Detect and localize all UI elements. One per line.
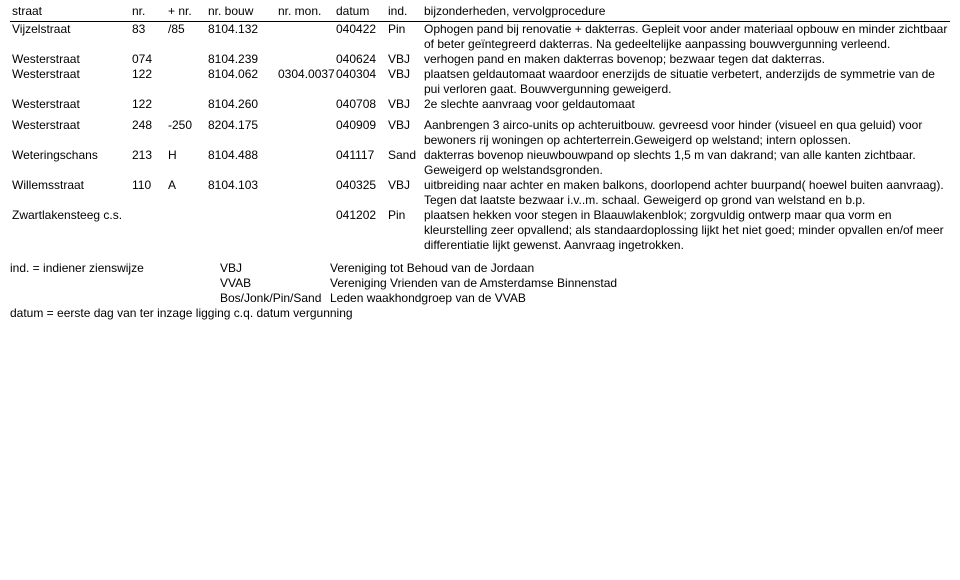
cell-bouw: 8104.103 (206, 178, 276, 208)
cell-straat: Westerstraat (10, 52, 130, 67)
cell-straat: Zwartlakensteeg c.s. (10, 208, 130, 253)
cell-datum: 040422 (334, 22, 386, 53)
cell-ind: Pin (386, 22, 422, 53)
cell-ind: VBJ (386, 178, 422, 208)
cell-ind: VBJ (386, 67, 422, 97)
cell-bouw: 8204.175 (206, 118, 276, 148)
footer-line-3: Bos/Jonk/Pin/Sand Leden waakhondgroep va… (10, 291, 950, 306)
cell-nr: 110 (130, 178, 166, 208)
cell-nr: 213 (130, 148, 166, 178)
cell-straat: Westerstraat (10, 118, 130, 148)
cell-bij: uitbreiding naar achter en maken balkons… (422, 178, 950, 208)
document-page: straat nr. + nr. nr. bouw nr. mon. datum… (0, 0, 960, 325)
cell-mon (276, 148, 334, 178)
footer-ind-def: ind. = indiener zienswijze (10, 261, 220, 276)
cell-pnr (166, 67, 206, 97)
cell-bouw: 8104.239 (206, 52, 276, 67)
cell-mon (276, 97, 334, 112)
cell-nr: 122 (130, 67, 166, 97)
hdr-nr: nr. (130, 4, 166, 22)
cell-datum: 041117 (334, 148, 386, 178)
footer-block: ind. = indiener zienswijze VBJ Verenigin… (10, 261, 950, 321)
cell-pnr (166, 208, 206, 253)
cell-bouw (206, 208, 276, 253)
table-row: Westerstraat 122 8104.260 040708 VBJ 2e … (10, 97, 950, 112)
hdr-datum: datum (334, 4, 386, 22)
cell-datum: 040909 (334, 118, 386, 148)
footer-datum-def: datum = eerste dag van ter inzage liggin… (10, 306, 950, 321)
cell-straat: Weteringschans (10, 148, 130, 178)
cell-pnr: A (166, 178, 206, 208)
cell-ind: VBJ (386, 97, 422, 112)
table-row: Zwartlakensteeg c.s. 041202 Pin plaatsen… (10, 208, 950, 253)
footer-abbr-names-exp: Leden waakhondgroep van de VVAB (330, 291, 526, 306)
cell-bouw: 8104.488 (206, 148, 276, 178)
cell-mon (276, 178, 334, 208)
cell-bouw: 8104.062 (206, 67, 276, 97)
cell-ind: VBJ (386, 118, 422, 148)
cell-mon (276, 52, 334, 67)
table-row: Vijzelstraat 83 /85 8104.132 040422 Pin … (10, 22, 950, 53)
footer-empty (10, 276, 220, 291)
cell-bij: dakterras bovenop nieuwbouwpand op slech… (422, 148, 950, 178)
cell-mon (276, 118, 334, 148)
cell-pnr: /85 (166, 22, 206, 53)
permit-table: straat nr. + nr. nr. bouw nr. mon. datum… (10, 4, 950, 253)
cell-bij: 2e slechte aanvraag voor geldautomaat (422, 97, 950, 112)
table-row: Weteringschans 213 H 8104.488 041117 San… (10, 148, 950, 178)
cell-nr: 83 (130, 22, 166, 53)
cell-bij: plaatsen hekken voor stegen in Blaauwlak… (422, 208, 950, 253)
cell-pnr: H (166, 148, 206, 178)
cell-datum: 040624 (334, 52, 386, 67)
cell-nr: 074 (130, 52, 166, 67)
cell-pnr: -250 (166, 118, 206, 148)
cell-nr: 248 (130, 118, 166, 148)
hdr-mon: nr. mon. (276, 4, 334, 22)
footer-line-1: ind. = indiener zienswijze VBJ Verenigin… (10, 261, 950, 276)
cell-bij: plaatsen geldautomaat waardoor enerzijds… (422, 67, 950, 97)
hdr-bouw: nr. bouw (206, 4, 276, 22)
cell-mon: 0304.0037 (276, 67, 334, 97)
cell-pnr (166, 97, 206, 112)
cell-bij: Ophogen pand bij renovatie + dakterras. … (422, 22, 950, 53)
cell-ind: Pin (386, 208, 422, 253)
cell-mon (276, 208, 334, 253)
table-header-row: straat nr. + nr. nr. bouw nr. mon. datum… (10, 4, 950, 22)
cell-nr: 122 (130, 97, 166, 112)
footer-abbr-vbj-exp: Vereniging tot Behoud van de Jordaan (330, 261, 534, 276)
cell-bouw: 8104.132 (206, 22, 276, 53)
table-row: Westerstraat 248 -250 8204.175 040909 VB… (10, 118, 950, 148)
hdr-ind: ind. (386, 4, 422, 22)
footer-abbr-vbj: VBJ (220, 261, 330, 276)
cell-pnr (166, 52, 206, 67)
cell-bouw: 8104.260 (206, 97, 276, 112)
cell-datum: 041202 (334, 208, 386, 253)
table-row: Willemsstraat 110 A 8104.103 040325 VBJ … (10, 178, 950, 208)
cell-datum: 040304 (334, 67, 386, 97)
cell-ind: VBJ (386, 52, 422, 67)
footer-abbr-vvab: VVAB (220, 276, 330, 291)
hdr-pnr: + nr. (166, 4, 206, 22)
cell-nr (130, 208, 166, 253)
cell-datum: 040708 (334, 97, 386, 112)
hdr-straat: straat (10, 4, 130, 22)
footer-abbr-vvab-exp: Vereniging Vrienden van de Amsterdamse B… (330, 276, 617, 291)
footer-abbr-names: Bos/Jonk/Pin/Sand (220, 291, 330, 306)
hdr-bij: bijzonderheden, vervolgprocedure (422, 4, 950, 22)
table-row: Westerstraat 122 8104.062 0304.0037 0403… (10, 67, 950, 97)
cell-straat: Vijzelstraat (10, 22, 130, 53)
cell-straat: Willemsstraat (10, 178, 130, 208)
cell-mon (276, 22, 334, 53)
cell-ind: Sand (386, 148, 422, 178)
cell-straat: Westerstraat (10, 67, 130, 97)
footer-empty (10, 291, 220, 306)
table-row: Westerstraat 074 8104.239 040624 VBJ ver… (10, 52, 950, 67)
cell-datum: 040325 (334, 178, 386, 208)
footer-line-2: VVAB Vereniging Vrienden van de Amsterda… (10, 276, 950, 291)
cell-bij: Aanbrengen 3 airco-units op achteruitbou… (422, 118, 950, 148)
cell-straat: Westerstraat (10, 97, 130, 112)
cell-bij: verhogen pand en maken dakterras bovenop… (422, 52, 950, 67)
